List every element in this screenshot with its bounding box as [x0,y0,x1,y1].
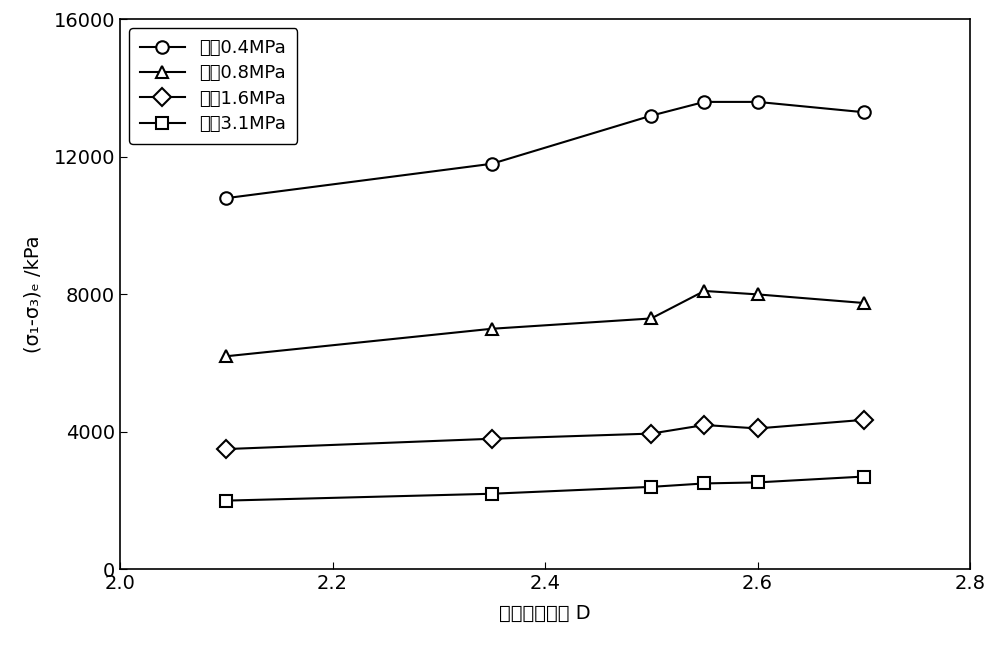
围压3.1MPa [220,497,232,505]
围压1.6MPa [752,424,764,432]
围压0.8MPa [486,325,498,333]
围压3.1MPa [752,479,764,487]
围压0.8MPa [645,314,657,322]
围压1.6MPa [645,430,657,437]
Line: 围压1.6MPa: 围压1.6MPa [220,413,870,455]
围压3.1MPa [858,473,870,481]
围压0.4MPa [752,98,764,105]
X-axis label: 粒度分形维数 D: 粒度分形维数 D [499,604,591,623]
围压3.1MPa [698,479,710,487]
围压0.8MPa [220,353,232,360]
围压0.4MPa [220,194,232,202]
围压1.6MPa [858,416,870,424]
围压0.4MPa [486,160,498,168]
围压0.8MPa [752,291,764,298]
围压1.6MPa [486,435,498,443]
Line: 围压3.1MPa: 围压3.1MPa [220,470,870,507]
围压0.8MPa [858,299,870,307]
围压0.4MPa [645,112,657,120]
围压0.8MPa [698,287,710,295]
围压3.1MPa [645,483,657,490]
围压1.6MPa [220,445,232,453]
Line: 围压0.8MPa: 围压0.8MPa [220,285,870,362]
围压3.1MPa [486,490,498,498]
Y-axis label: (σ₁-σ₃)ₑ /kPa: (σ₁-σ₃)ₑ /kPa [24,236,43,353]
Legend: 围压0.4MPa, 围压0.8MPa, 围压1.6MPa, 围压3.1MPa: 围压0.4MPa, 围压0.8MPa, 围压1.6MPa, 围压3.1MPa [129,28,297,144]
围压0.4MPa [698,98,710,105]
围压1.6MPa [698,421,710,429]
围压0.4MPa [858,108,870,116]
Line: 围压0.4MPa: 围压0.4MPa [220,96,870,204]
